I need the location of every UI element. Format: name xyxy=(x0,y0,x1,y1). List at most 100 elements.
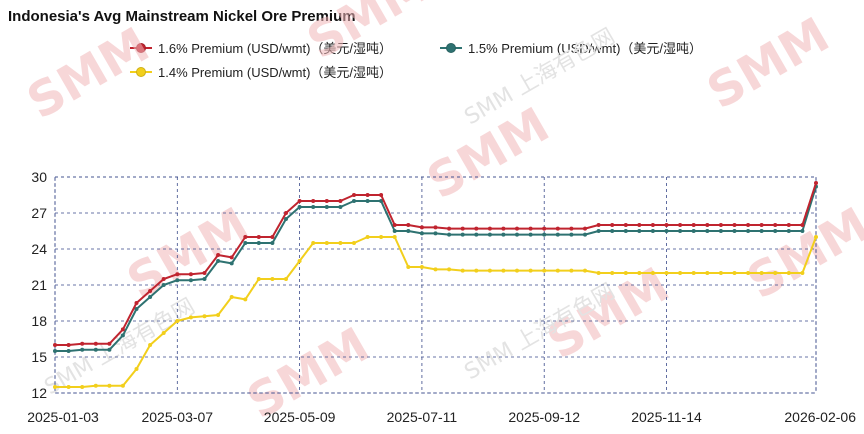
data-point[interactable] xyxy=(691,229,696,233)
data-point[interactable] xyxy=(297,199,302,203)
data-point[interactable] xyxy=(487,268,492,273)
data-point[interactable] xyxy=(352,199,356,203)
data-point[interactable] xyxy=(256,277,261,281)
data-point[interactable] xyxy=(705,223,710,227)
data-point[interactable] xyxy=(120,383,125,388)
data-point[interactable] xyxy=(637,223,642,227)
data-point[interactable] xyxy=(365,193,370,197)
data-point[interactable] xyxy=(705,229,710,233)
data-point[interactable] xyxy=(583,232,587,237)
data-point[interactable] xyxy=(678,229,683,233)
data-point[interactable] xyxy=(814,181,818,185)
data-point[interactable] xyxy=(324,205,329,209)
data-point[interactable] xyxy=(379,193,384,197)
data-point[interactable] xyxy=(596,271,601,275)
data-point[interactable] xyxy=(596,229,601,233)
data-point[interactable] xyxy=(501,268,506,273)
data-point[interactable] xyxy=(284,211,288,215)
data-point[interactable] xyxy=(501,226,506,231)
data-point[interactable] xyxy=(419,265,424,269)
data-point[interactable] xyxy=(406,229,411,233)
data-point[interactable] xyxy=(474,232,479,237)
data-point[interactable] xyxy=(650,229,655,233)
data-point[interactable] xyxy=(542,226,547,231)
data-point[interactable] xyxy=(786,271,791,275)
data-point[interactable] xyxy=(188,272,193,277)
data-point[interactable] xyxy=(419,231,424,236)
data-point[interactable] xyxy=(583,226,587,231)
data-point[interactable] xyxy=(487,232,492,237)
data-point[interactable] xyxy=(623,223,628,227)
data-point[interactable] xyxy=(650,271,655,275)
data-point[interactable] xyxy=(501,232,506,237)
data-point[interactable] xyxy=(284,277,288,281)
data-point[interactable] xyxy=(759,229,764,233)
data-point[interactable] xyxy=(229,295,234,299)
data-point[interactable] xyxy=(515,268,519,273)
data-point[interactable] xyxy=(637,229,642,233)
data-point[interactable] xyxy=(107,341,112,346)
data-point[interactable] xyxy=(66,349,71,353)
data-point[interactable] xyxy=(800,229,805,233)
data-point[interactable] xyxy=(691,271,696,275)
data-point[interactable] xyxy=(80,347,85,352)
data-point[interactable] xyxy=(569,268,574,273)
data-point[interactable] xyxy=(107,347,112,352)
legend-item-series-1[interactable]: 1.6% Premium (USD/wmt)（美元/湿吨） xyxy=(130,38,392,57)
data-point[interactable] xyxy=(175,319,180,323)
data-point[interactable] xyxy=(487,226,492,231)
data-point[interactable] xyxy=(746,229,751,233)
data-point[interactable] xyxy=(107,383,112,388)
data-point[interactable] xyxy=(447,226,452,231)
data-point[interactable] xyxy=(542,268,547,273)
data-point[interactable] xyxy=(732,223,737,227)
data-point[interactable] xyxy=(284,217,288,221)
data-point[interactable] xyxy=(93,341,98,346)
data-point[interactable] xyxy=(392,235,397,239)
data-point[interactable] xyxy=(202,271,207,275)
data-point[interactable] xyxy=(447,232,452,237)
data-point[interactable] xyxy=(650,223,655,227)
data-point[interactable] xyxy=(732,229,737,233)
data-point[interactable] xyxy=(637,271,642,275)
data-point[interactable] xyxy=(311,241,316,245)
data-point[interactable] xyxy=(528,232,533,237)
data-point[interactable] xyxy=(705,271,710,275)
data-point[interactable] xyxy=(161,283,166,287)
data-point[interactable] xyxy=(324,199,329,203)
data-point[interactable] xyxy=(542,232,547,237)
data-point[interactable] xyxy=(338,241,343,245)
data-point[interactable] xyxy=(746,271,751,275)
data-point[interactable] xyxy=(460,232,465,237)
data-point[interactable] xyxy=(664,223,669,227)
data-point[interactable] xyxy=(365,235,370,239)
data-point[interactable] xyxy=(623,229,628,233)
data-point[interactable] xyxy=(148,289,153,293)
data-point[interactable] xyxy=(188,278,193,283)
data-point[interactable] xyxy=(678,271,683,275)
data-point[interactable] xyxy=(256,241,261,245)
data-point[interactable] xyxy=(175,278,180,283)
data-point[interactable] xyxy=(352,241,356,245)
data-point[interactable] xyxy=(759,223,764,227)
data-point[interactable] xyxy=(93,383,98,388)
data-point[interactable] xyxy=(596,223,601,227)
data-point[interactable] xyxy=(610,271,615,275)
data-point[interactable] xyxy=(610,223,615,227)
data-point[interactable] xyxy=(338,205,343,209)
data-point[interactable] xyxy=(216,253,221,257)
data-point[interactable] xyxy=(161,331,166,335)
data-point[interactable] xyxy=(664,229,669,233)
data-point[interactable] xyxy=(678,223,683,227)
data-point[interactable] xyxy=(379,199,384,203)
data-point[interactable] xyxy=(419,225,424,230)
data-point[interactable] xyxy=(786,229,791,233)
data-point[interactable] xyxy=(691,223,696,227)
data-point[interactable] xyxy=(773,223,778,227)
data-point[interactable] xyxy=(569,226,574,231)
data-point[interactable] xyxy=(433,231,438,236)
data-point[interactable] xyxy=(243,235,248,239)
data-point[interactable] xyxy=(53,349,57,353)
data-point[interactable] xyxy=(718,229,723,233)
data-point[interactable] xyxy=(515,232,519,237)
